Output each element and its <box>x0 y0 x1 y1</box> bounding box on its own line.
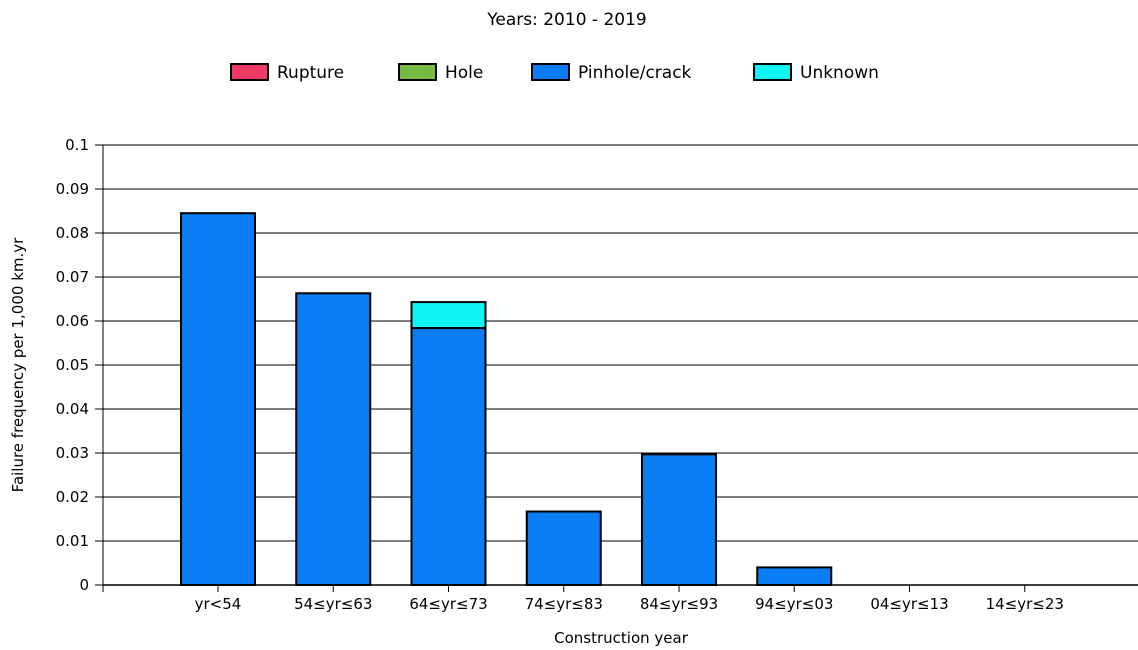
bar-pinhole-crack-3 <box>525 510 602 586</box>
x-axis-title: Construction year <box>554 629 689 647</box>
gridlines <box>103 144 1138 542</box>
y-tick-label: 0.01 <box>56 532 89 550</box>
bar-pinhole-crack-0 <box>180 212 256 586</box>
y-tick-label: 0.09 <box>56 180 89 198</box>
bar-pinhole-crack-2 <box>410 327 487 586</box>
y-tick-label: 0.05 <box>56 356 89 374</box>
axes <box>102 145 1138 592</box>
bar-pinhole-crack-4 <box>641 453 717 586</box>
x-tick-label: 14≤yr≤23 <box>986 595 1064 613</box>
y-axis-title: Failure frequency per 1,000 km.yr <box>9 237 27 492</box>
y-axis-ticks: 0 0.01 0.02 0.03 0.04 0.05 0.06 0.07 0.08 0.09 0.1 <box>56 136 103 594</box>
legend-label: Pinhole/crack <box>578 63 692 83</box>
legend-swatch <box>753 63 792 81</box>
y-tick-label: 0.06 <box>56 312 89 330</box>
x-tick-label: yr<54 <box>195 595 242 613</box>
legend-item-rupture: Rupture <box>230 63 344 83</box>
y-tick-label: 0.1 <box>65 136 89 154</box>
x-axis-ticks: yr<54 54≤yr≤63 64≤yr≤73 74≤yr≤83 84≤yr≤93 94≤… <box>195 585 1064 613</box>
legend-swatch <box>230 63 269 81</box>
y-tick-label: 0.08 <box>56 224 89 242</box>
legend-swatch <box>398 63 437 81</box>
bars <box>180 212 833 587</box>
bar-pinhole-crack-5 <box>756 566 833 587</box>
bar-unknown-2 <box>410 301 487 330</box>
legend-item-unknown: Unknown <box>753 63 879 83</box>
x-tick-label: 04≤yr≤13 <box>870 595 948 613</box>
y-tick-label: 0.04 <box>56 400 89 418</box>
y-tick-label: 0.03 <box>56 444 89 462</box>
x-tick-label: 74≤yr≤83 <box>525 595 603 613</box>
bar-pinhole-crack-1 <box>295 292 372 586</box>
legend-swatch <box>531 63 570 81</box>
legend-item-pinhole-crack: Pinhole/crack <box>531 63 692 83</box>
legend-label: Rupture <box>277 63 344 83</box>
legend-item-hole: Hole <box>398 63 483 83</box>
legend: Rupture Hole Pinhole/crack Unknown <box>230 63 879 83</box>
x-tick-label: 84≤yr≤93 <box>640 595 718 613</box>
y-tick-label: 0.02 <box>56 488 89 506</box>
y-tick-label: 0 <box>79 576 89 594</box>
x-tick-label: 94≤yr≤03 <box>755 595 833 613</box>
legend-label: Unknown <box>800 63 879 83</box>
legend-label: Hole <box>445 63 483 83</box>
x-tick-label: 54≤yr≤63 <box>294 595 372 613</box>
y-tick-label: 0.07 <box>56 268 89 286</box>
x-tick-label: 64≤yr≤73 <box>409 595 487 613</box>
chart-title: Years: 2010 - 2019 <box>486 10 646 30</box>
